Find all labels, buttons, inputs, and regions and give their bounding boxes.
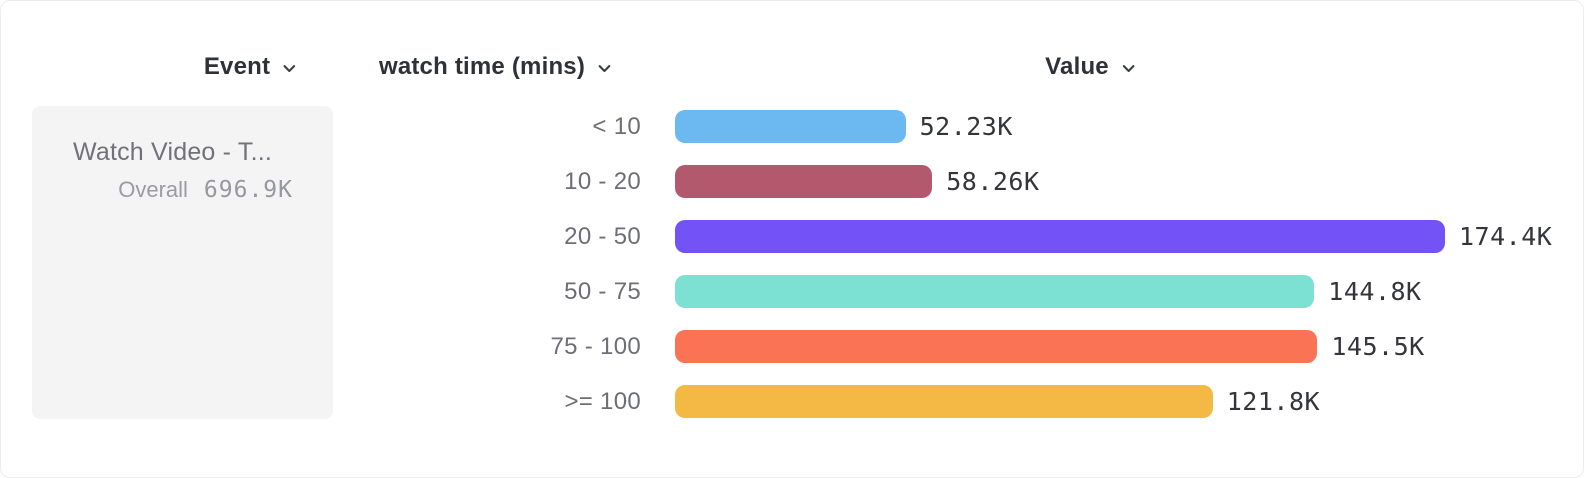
value-bar[interactable] [675,220,1445,253]
value-bar[interactable] [675,165,933,198]
bucket-label: 20 - 50 [564,222,641,250]
bar-rows: < 10 52.23K 10 - 20 58.26K 20 - 50 174.4… [441,99,1583,429]
bar-row: 75 - 100 145.5K [441,319,1583,374]
bar-row: < 10 52.23K [441,99,1583,154]
chevron-down-icon [596,60,613,77]
bar-track: 174.4K [675,220,1552,253]
value-bar[interactable] [675,330,1318,363]
chevron-down-icon [281,60,298,77]
value-bar[interactable] [675,385,1213,418]
bar-track: 145.5K [675,330,1445,363]
bar-row: 20 - 50 174.4K [441,209,1583,264]
value-bar[interactable] [675,110,906,143]
overall-value: 696.9K [203,177,293,203]
value-label: 58.26K [946,167,1040,196]
bar-row: >= 100 121.8K [441,374,1583,429]
bar-track: 58.26K [675,165,1445,198]
value-label: 52.23K [919,112,1013,141]
event-overall-row: Overall 696.9K [52,177,293,203]
value-column-header[interactable]: Value [1045,53,1137,81]
chevron-down-icon [1120,60,1137,77]
event-card[interactable]: Watch Video - T... Overall 696.9K [32,106,333,419]
bar-track: 144.8K [675,275,1445,308]
watch-time-column-header[interactable]: watch time (mins) [379,53,613,81]
bucket-label: 75 - 100 [550,332,641,360]
event-column-label: Event [203,53,271,80]
overall-label: Overall [118,177,188,202]
value-label: 145.5K [1331,332,1425,361]
value-label: 121.8K [1226,387,1321,416]
bar-row: 10 - 20 58.26K [441,154,1583,209]
bar-row: 50 - 75 144.8K [441,264,1583,319]
event-title: Watch Video - T... [72,138,273,166]
value-label: 144.8K [1328,277,1422,306]
bucket-label: < 10 [592,112,641,140]
value-column-label: Value [1045,53,1109,80]
value-label: 174.4K [1459,222,1553,251]
watch-time-column-label: watch time (mins) [378,53,586,80]
value-bar[interactable] [675,275,1315,308]
bar-track: 52.23K [675,110,1445,143]
bucket-label: >= 100 [564,387,641,415]
bucket-label: 10 - 20 [564,167,641,195]
bar-track: 121.8K [675,385,1445,418]
event-column-header[interactable]: Event [204,53,298,81]
bucket-label: 50 - 75 [564,277,641,305]
